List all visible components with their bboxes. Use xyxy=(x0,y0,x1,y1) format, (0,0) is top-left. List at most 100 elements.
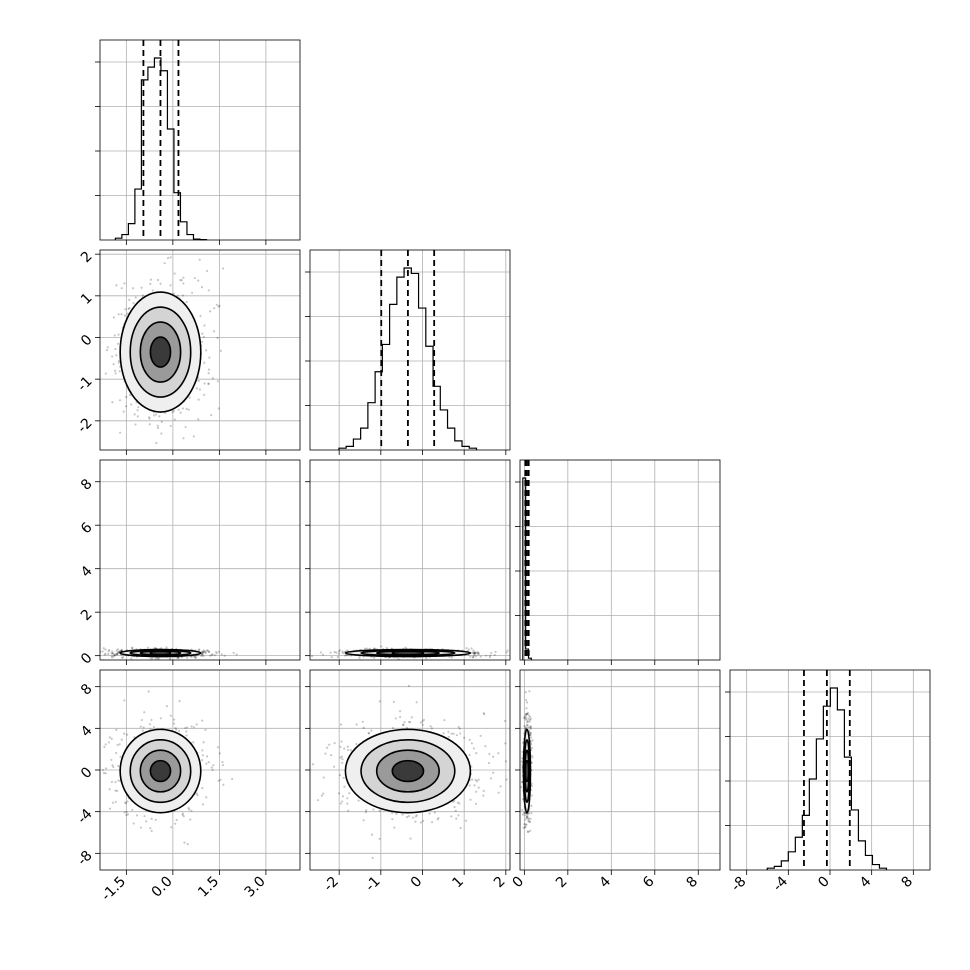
scatter-point xyxy=(329,651,332,654)
scatter-point xyxy=(529,829,532,832)
scatter-point xyxy=(522,716,525,719)
scatter-point xyxy=(201,332,204,335)
y-tick-label: -1 xyxy=(74,374,95,395)
scatter-points xyxy=(311,684,510,860)
scatter-point xyxy=(196,794,199,797)
y-tick-label: 0 xyxy=(78,650,96,668)
scatter-point xyxy=(378,809,381,812)
scatter-point xyxy=(216,380,219,383)
contour-line xyxy=(524,759,530,783)
scatter-point xyxy=(222,267,225,270)
y-tick-label: 2 xyxy=(78,249,96,267)
scatter-point xyxy=(482,789,485,792)
scatter-point xyxy=(200,286,204,289)
scatter-point xyxy=(132,822,135,825)
scatter-point xyxy=(477,653,480,656)
scatter-point xyxy=(172,292,175,295)
scatter-point xyxy=(415,814,418,817)
scatter-point xyxy=(127,307,130,310)
scatter-point xyxy=(135,814,139,817)
contour-line xyxy=(119,648,202,658)
scatter-point xyxy=(201,803,205,806)
scatter-point xyxy=(122,410,125,413)
scatter-point xyxy=(126,800,129,803)
scatter-point xyxy=(455,734,458,737)
scatter-point xyxy=(475,651,478,654)
scatter-point xyxy=(113,653,116,656)
scatter-point xyxy=(190,725,193,728)
scatter-point xyxy=(528,715,532,718)
scatter-point xyxy=(365,647,368,650)
scatter-point xyxy=(205,649,209,652)
contour-line xyxy=(149,336,172,368)
scatter-point xyxy=(207,368,211,371)
scatter-point xyxy=(526,814,529,818)
histogram-step xyxy=(338,267,478,450)
scatter-points xyxy=(304,645,509,660)
scatter-point xyxy=(181,813,184,816)
scatter-point xyxy=(472,654,476,657)
scatter-point xyxy=(523,811,526,814)
x-tick-label: 6 xyxy=(640,873,658,891)
scatter-point xyxy=(124,801,127,804)
scatter-point xyxy=(531,739,534,742)
scatter-point xyxy=(192,741,195,744)
x-tick-label: 4 xyxy=(857,873,875,891)
scatter-point xyxy=(452,732,455,735)
scatter-point xyxy=(217,650,221,653)
scatter-point xyxy=(174,822,177,825)
density-level xyxy=(150,760,171,782)
scatter-point xyxy=(490,651,493,655)
scatter-point xyxy=(527,830,530,834)
x-tick-label: 1.5 xyxy=(195,874,222,901)
scatter-point xyxy=(392,700,395,703)
scatter-point xyxy=(220,653,223,656)
scatter-point xyxy=(155,441,158,445)
scatter-point xyxy=(524,727,527,730)
scatter-point xyxy=(470,647,473,650)
scatter-point xyxy=(477,786,480,789)
scatter-point xyxy=(343,747,346,750)
scatter-point xyxy=(526,712,529,716)
scatter-point xyxy=(198,388,201,391)
scatter-point xyxy=(397,658,400,660)
scatter-point xyxy=(520,780,524,784)
y-tick-label: 0 xyxy=(78,332,96,350)
scatter-point xyxy=(528,820,531,823)
scatter-point xyxy=(523,724,526,728)
scatter-point xyxy=(304,652,306,654)
scatter-point xyxy=(123,314,127,317)
contour-line xyxy=(344,648,472,658)
scatter-point xyxy=(114,780,117,784)
scatter-point xyxy=(120,648,123,651)
scatter-point xyxy=(117,651,120,654)
scatter-point xyxy=(475,790,478,793)
scatter-point xyxy=(126,733,129,736)
scatter-point xyxy=(204,650,207,653)
scatter-point xyxy=(528,725,531,729)
scatter-point xyxy=(106,346,109,349)
scatter-point xyxy=(524,714,527,717)
scatter-point xyxy=(102,771,106,775)
scatter-point xyxy=(132,302,135,305)
scatter-point xyxy=(333,742,336,745)
scatter-point xyxy=(473,651,477,655)
scatter-point xyxy=(473,652,477,655)
scatter-point xyxy=(112,316,115,319)
scatter-point xyxy=(414,815,417,818)
scatter-point xyxy=(403,721,406,724)
scatter-point xyxy=(339,802,342,805)
panel-frame xyxy=(309,459,511,661)
scatter-point xyxy=(120,313,123,316)
scatter-point xyxy=(479,734,482,737)
scatter-point xyxy=(112,765,115,769)
scatter-point xyxy=(121,656,124,659)
scatter-point xyxy=(123,282,126,285)
scatter-point xyxy=(370,729,373,732)
scatter-point xyxy=(159,717,162,720)
scatter-point xyxy=(186,843,189,846)
scatter-point xyxy=(332,765,336,768)
panel-bg xyxy=(100,460,300,660)
scatter-point xyxy=(107,741,111,744)
scatter-point xyxy=(410,716,413,719)
